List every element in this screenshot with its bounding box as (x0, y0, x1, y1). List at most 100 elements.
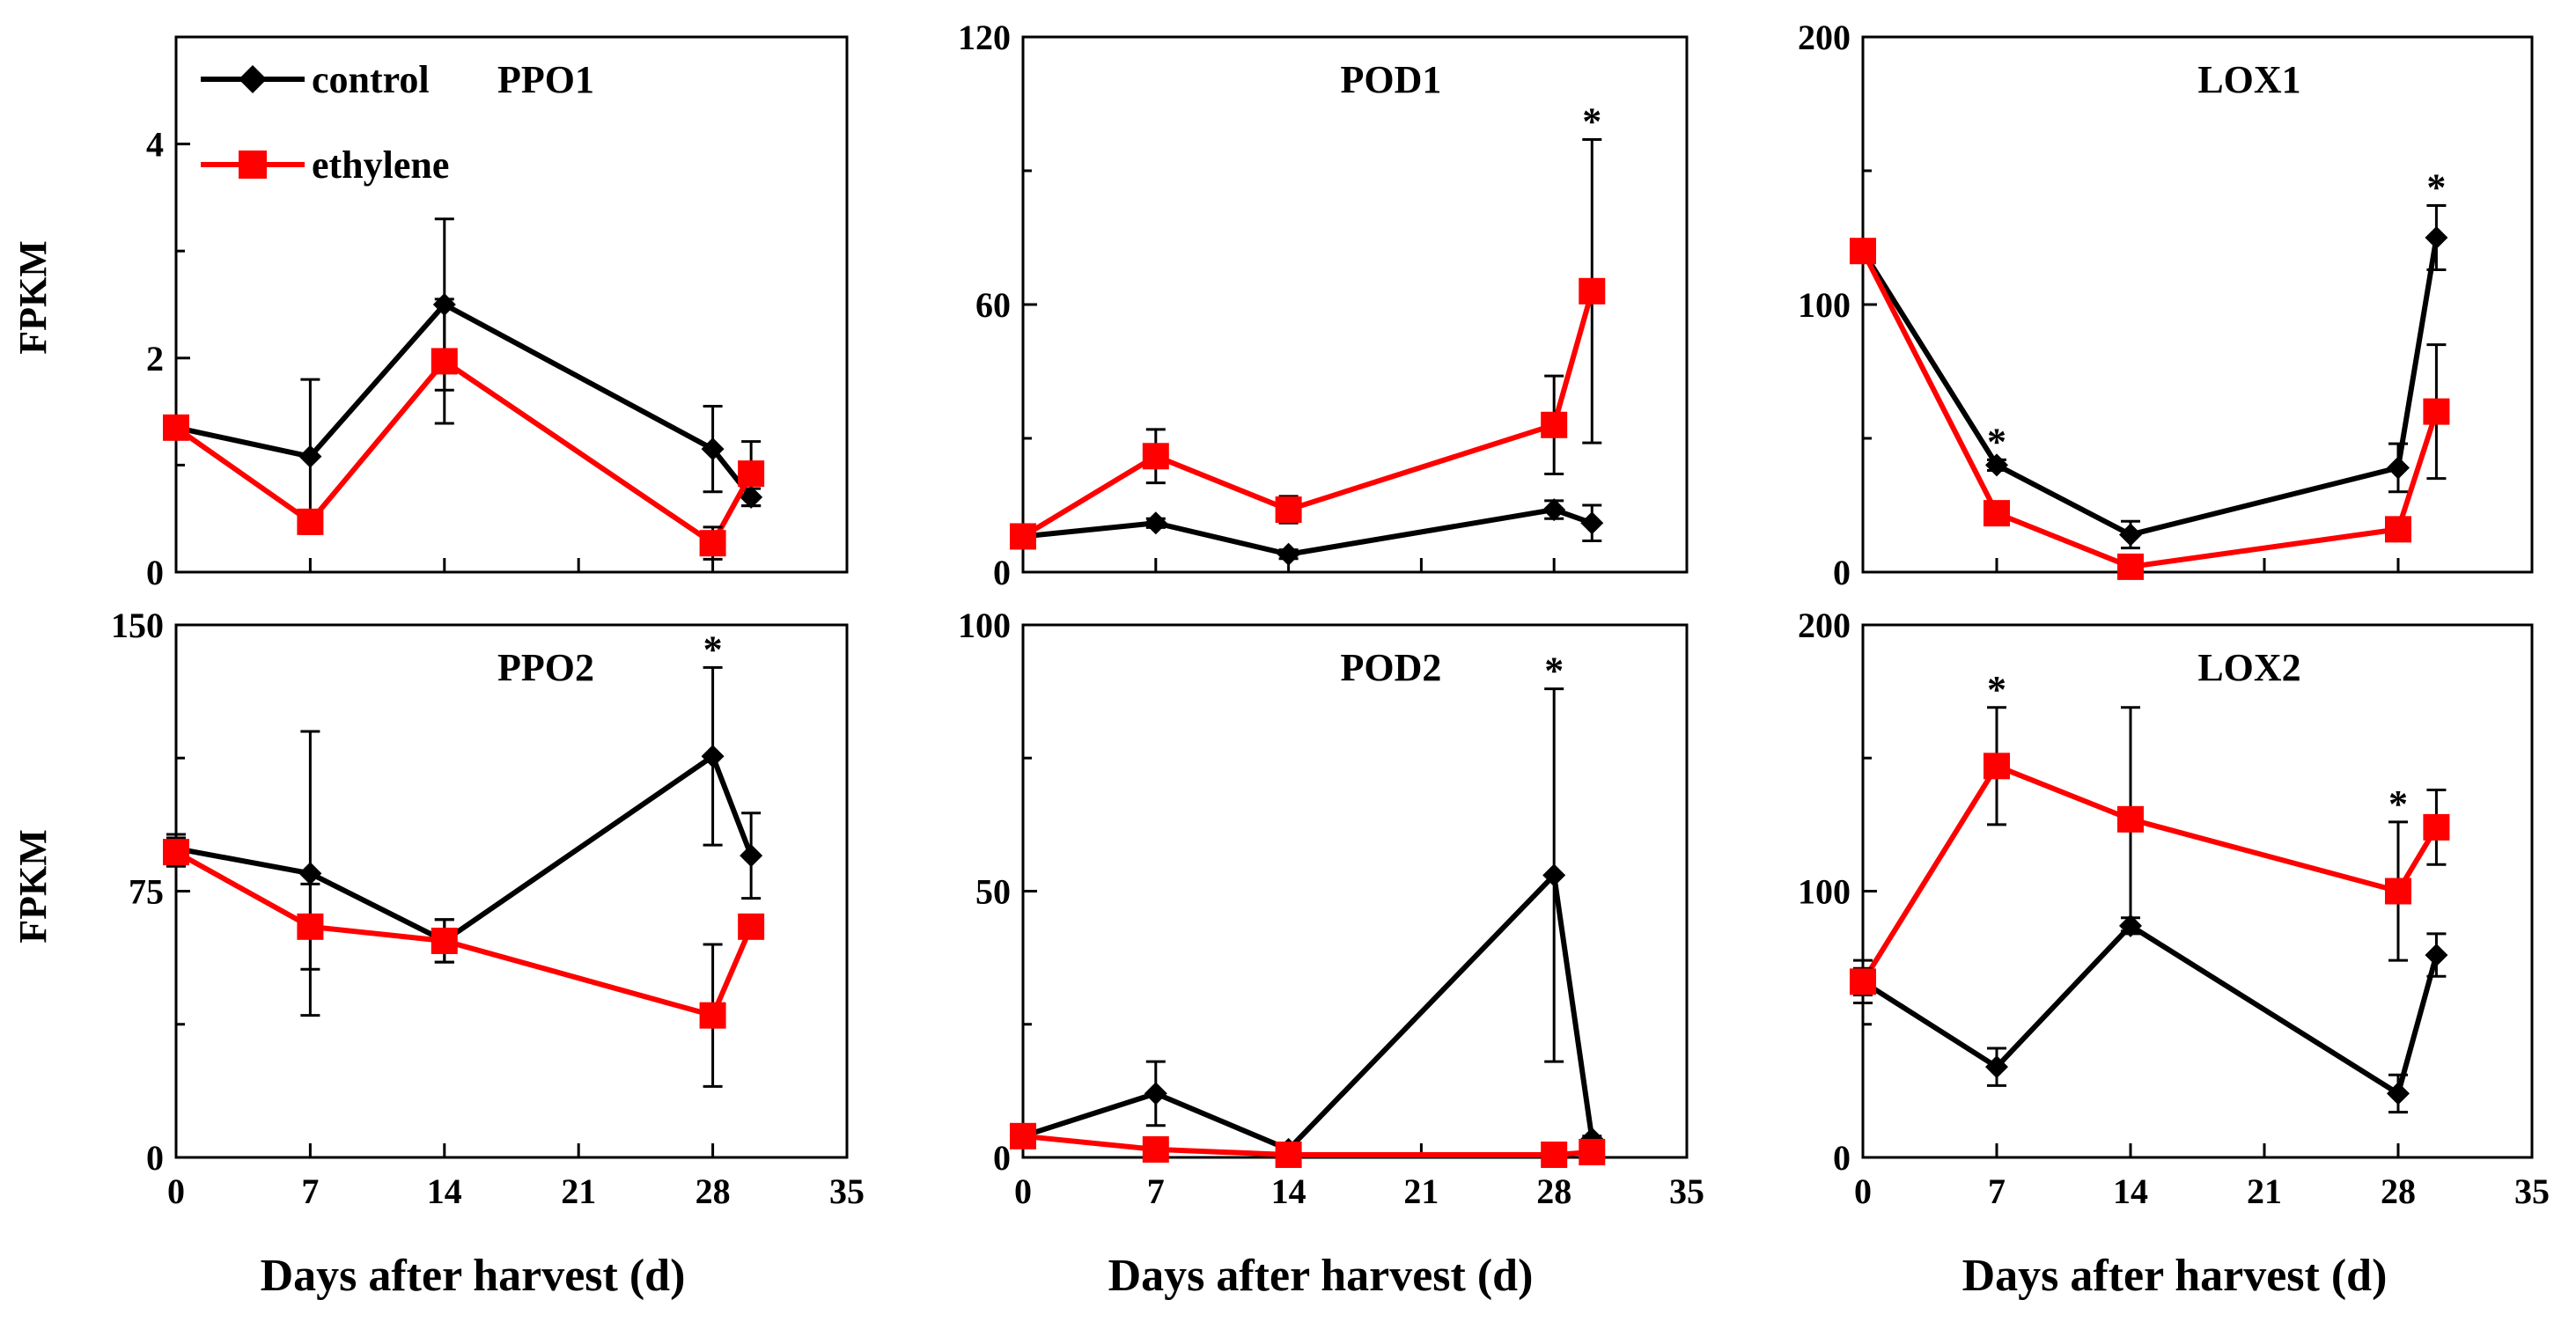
legend: control ethylene (201, 58, 449, 187)
data-point-ethylene (1275, 1141, 1302, 1168)
series-ethylene (163, 836, 765, 1088)
data-point-control (1542, 863, 1566, 887)
series-line-control (1022, 507, 1593, 557)
data-point-ethylene (1579, 1138, 1606, 1165)
x-tick-label: 14 (427, 1171, 462, 1211)
data-point-ethylene (1850, 238, 1876, 265)
chart-panel-lox1: 0 100 200 LOX1 * * (1798, 18, 2534, 592)
plot-frame (1861, 623, 2534, 1159)
series-control (165, 665, 763, 1017)
x-tick-label: 28 (1536, 1171, 1571, 1211)
x-tick-label: 14 (2113, 1171, 2148, 1211)
data-point-control (2425, 226, 2448, 249)
data-point-ethylene (1541, 411, 1568, 438)
data-point-control (298, 862, 322, 885)
x-axis-label-middle: Days after harvest (d) (1108, 1251, 1534, 1301)
x-tick-label: 7 (301, 1171, 319, 1211)
y-tick-label: 4 (146, 125, 164, 165)
plot-frame (1861, 35, 2534, 574)
series-line-control (1860, 237, 2440, 538)
series-line-ethylene (1022, 1133, 1593, 1157)
chart-title: LOX2 (2197, 646, 2300, 689)
y-tick-label: 0 (993, 1138, 1011, 1178)
series-control (1012, 687, 1604, 1161)
legend-item-ethylene: ethylene (201, 143, 449, 187)
data-point-ethylene (431, 348, 458, 375)
series-line-ethylene (1860, 249, 2440, 569)
x-tick-label: 7 (1147, 1171, 1165, 1211)
x-tick-label: 21 (1403, 1171, 1439, 1211)
data-point-ethylene (1010, 1122, 1036, 1149)
series-control (1851, 204, 2448, 550)
data-point-control (1985, 453, 2008, 477)
y-axis-label-bottom: FPKM (11, 829, 55, 944)
legend-marker-control (239, 65, 267, 93)
data-point-control (2119, 523, 2142, 547)
data-point-ethylene (163, 414, 189, 441)
series-ethylene (1850, 706, 2450, 996)
data-point-control (2387, 456, 2410, 480)
data-point-ethylene (738, 913, 765, 940)
x-tick-label: 14 (1271, 1171, 1306, 1211)
x-tick-label: 28 (2381, 1171, 2416, 1211)
x-tick-label: 0 (1014, 1171, 1032, 1211)
series-ethylene (1850, 238, 2450, 580)
y-tick-label: 200 (1798, 18, 1851, 57)
y-tick-label: 120 (958, 18, 1011, 57)
x-tick-label: 21 (2247, 1171, 2282, 1211)
data-point-control (1144, 1082, 1167, 1105)
data-point-control (740, 844, 763, 868)
series-line-ethylene (174, 358, 754, 547)
plot-frame (174, 35, 849, 574)
chart-panel-ppo1: 0 2 4 PPO1 (146, 35, 849, 592)
legend-label-control: control (312, 58, 430, 101)
data-point-ethylene (2117, 553, 2144, 580)
y-tick-label: 100 (1798, 872, 1851, 912)
y-tick-label: 75 (129, 872, 164, 912)
data-point-ethylene (699, 1002, 726, 1029)
series-ethylene (163, 297, 765, 561)
chart-title: POD1 (1341, 58, 1442, 101)
x-tick-label: 0 (1854, 1171, 1872, 1211)
chart-title: POD2 (1341, 646, 1442, 689)
data-point-ethylene (431, 927, 458, 954)
data-point-ethylene (2423, 398, 2450, 425)
data-point-ethylene (1984, 500, 2010, 527)
data-point-ethylene (163, 839, 189, 866)
legend-label-ethylene: ethylene (312, 143, 449, 187)
x-tick-label: 28 (696, 1171, 731, 1211)
series-line-ethylene (1860, 763, 2440, 983)
legend-item-control: control (201, 58, 430, 101)
data-point-ethylene (1850, 968, 1876, 995)
data-point-control (2387, 1082, 2410, 1105)
y-tick-label: 0 (146, 553, 164, 592)
data-point-ethylene (1142, 443, 1169, 470)
data-point-control (701, 437, 725, 461)
data-point-ethylene (297, 913, 324, 940)
x-tick-label: 35 (2514, 1171, 2550, 1211)
significance-marker: * (2388, 782, 2408, 826)
series-control (1012, 498, 1604, 566)
data-point-ethylene (297, 508, 324, 535)
y-tick-label: 0 (1833, 553, 1851, 592)
data-point-ethylene (1275, 496, 1302, 524)
y-axis-label-top: FPKM (11, 240, 55, 355)
data-point-ethylene (1579, 277, 1606, 305)
y-tick-label: 0 (993, 553, 1011, 592)
data-point-control (1985, 1055, 2008, 1079)
y-tick-label: 60 (975, 285, 1011, 325)
series-ethylene (1010, 138, 1606, 550)
x-tick-label: 0 (167, 1171, 185, 1211)
chart-panel-ppo2: 0 75 150 0 7 14 21 28 35 PPO2 * (111, 606, 865, 1211)
x-tick-label: 7 (1988, 1171, 2006, 1211)
x-axis-label-right: Days after harvest (d) (1962, 1251, 2388, 1301)
series-control (1851, 914, 2448, 1114)
x-axis-label-left: Days after harvest (d) (261, 1251, 686, 1301)
data-point-ethylene (2423, 813, 2450, 841)
chart-panel-pod2: 0 50 100 0 7 14 21 28 35 POD2 * (958, 606, 1704, 1211)
data-point-control (298, 444, 322, 468)
data-point-ethylene (1142, 1135, 1169, 1163)
significance-marker: * (2426, 166, 2446, 209)
y-tick-label: 2 (146, 339, 164, 378)
